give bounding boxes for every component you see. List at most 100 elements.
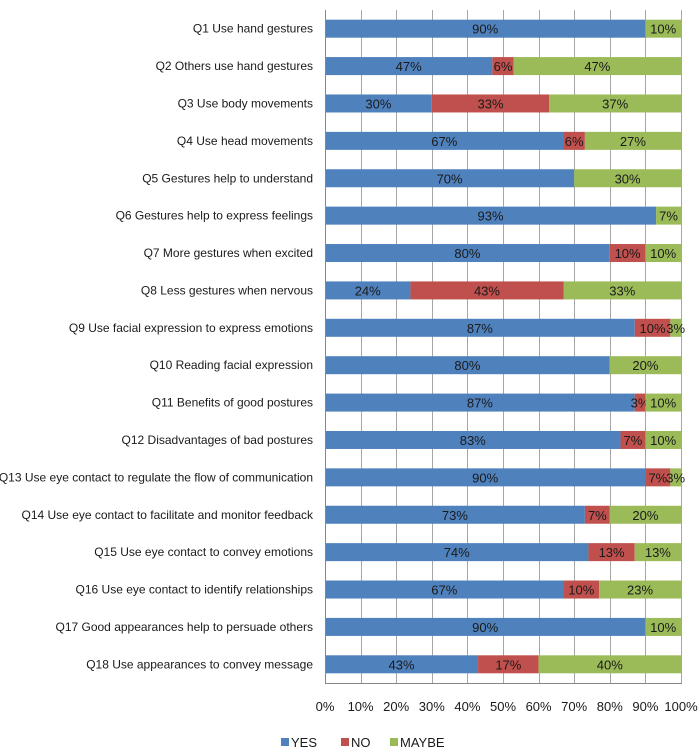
category-label: Q8 Less gestures when nervous — [141, 283, 313, 297]
data-label: 40% — [597, 657, 623, 672]
bar-yes — [325, 281, 411, 300]
category-label: Q15 Use eye contact to convey emotions — [94, 545, 313, 559]
data-label: 10% — [640, 321, 666, 336]
category-label: Q7 More gestures when excited — [144, 246, 313, 260]
category-label: Q6 Gestures help to express feelings — [116, 209, 313, 223]
data-label: 7% — [624, 433, 643, 448]
data-label: 30% — [365, 96, 391, 111]
category-label: Q17 Good appearances help to persuade ot… — [55, 620, 313, 634]
data-label: 74% — [444, 545, 470, 560]
bar-maybe — [645, 430, 681, 449]
data-label: 20% — [632, 358, 658, 373]
x-tick-label: 80% — [597, 699, 623, 714]
data-label: 7% — [659, 209, 678, 224]
data-label: 3% — [666, 470, 685, 485]
bar-no — [492, 57, 514, 76]
data-label: 13% — [645, 545, 671, 560]
data-label: 37% — [602, 96, 628, 111]
bar-yes — [325, 505, 585, 524]
data-label: 33% — [609, 283, 635, 298]
bar-maybe — [563, 281, 681, 300]
data-label: 80% — [454, 246, 480, 261]
data-label: 87% — [467, 396, 493, 411]
bar-yes — [325, 655, 479, 674]
category-label: Q5 Gestures help to understand — [142, 171, 313, 185]
bar-yes — [325, 19, 646, 38]
bar-no — [588, 543, 635, 562]
data-label: 33% — [478, 96, 504, 111]
bar-maybe — [584, 131, 681, 150]
bar-maybe — [599, 580, 681, 599]
bar-yes — [325, 617, 646, 636]
x-tick-label: 90% — [632, 699, 658, 714]
bar-maybe — [538, 655, 681, 674]
legend-swatch-maybe — [390, 738, 398, 746]
category-label: Q14 Use eye contact to facilitate and mo… — [22, 508, 314, 522]
legend-label-maybe: MAYBE — [400, 735, 445, 750]
data-label: 43% — [474, 283, 500, 298]
bar-yes — [325, 57, 493, 76]
bar-no — [563, 580, 600, 599]
data-label: 43% — [389, 657, 415, 672]
bar-maybe — [645, 19, 681, 38]
data-label: 90% — [472, 620, 498, 635]
data-label: 23% — [627, 583, 653, 598]
x-tick-label: 70% — [561, 699, 587, 714]
category-label: Q16 Use eye contact to identify relation… — [76, 583, 313, 597]
x-tick-label: 40% — [454, 699, 480, 714]
bar-maybe — [645, 617, 681, 636]
category-label: Q1 Use hand gestures — [193, 22, 313, 36]
bar-yes — [325, 206, 657, 225]
legend: YES NO MAYBE — [281, 735, 445, 750]
category-label: Q2 Others use hand gestures — [156, 59, 313, 73]
bar-yes — [325, 94, 432, 113]
category-label: Q10 Reading facial expression — [150, 358, 313, 372]
bar-no — [645, 468, 671, 487]
category-label: Q18 Use appearances to convey message — [86, 657, 313, 671]
category-label: Q11 Benefits of good postures — [152, 396, 313, 410]
data-label: 87% — [467, 321, 493, 336]
axes — [325, 10, 682, 684]
data-label: 6% — [565, 134, 584, 149]
bar-no — [584, 505, 610, 524]
bar-maybe — [645, 393, 681, 412]
bar-maybe — [645, 244, 681, 263]
data-label: 73% — [442, 508, 468, 523]
data-label: 17% — [495, 657, 521, 672]
bar-yes — [325, 169, 575, 188]
data-label: 80% — [454, 358, 480, 373]
bar-maybe — [670, 468, 681, 487]
data-label: 3% — [666, 321, 685, 336]
bar-yes — [325, 543, 589, 562]
data-label: 10% — [650, 433, 676, 448]
x-tick-label: 50% — [490, 699, 516, 714]
category-label: Q3 Use body movements — [178, 96, 313, 110]
category-label: Q9 Use facial expression to express emot… — [69, 321, 313, 335]
bar-maybe — [513, 57, 681, 76]
x-tick-label: 10% — [348, 699, 374, 714]
bar-yes — [325, 131, 564, 150]
data-label: 7% — [588, 508, 607, 523]
x-tick-label: 20% — [383, 699, 409, 714]
data-label: 10% — [650, 246, 676, 261]
data-label: 10% — [650, 22, 676, 37]
legend-swatch-yes — [281, 738, 289, 746]
data-label: 90% — [472, 22, 498, 37]
data-label: 30% — [615, 171, 641, 186]
bar-maybe — [609, 356, 681, 375]
legend-swatch-no — [341, 738, 349, 746]
bar-yes — [325, 318, 635, 337]
bar-no — [620, 430, 646, 449]
category-labels: Q1 Use hand gestures Q2 Others use hand g… — [0, 22, 314, 672]
legend-label-no: NO — [351, 735, 371, 750]
data-label: 93% — [478, 209, 504, 224]
bar-maybe — [656, 206, 681, 225]
data-label: 10% — [568, 583, 594, 598]
data-label: 3% — [631, 396, 650, 411]
bar-yes — [325, 393, 635, 412]
gridlines — [325, 10, 682, 683]
bar-maybe — [609, 505, 681, 524]
x-tick-label: 0% — [316, 699, 335, 714]
bar-maybe — [670, 318, 681, 337]
bar-maybe — [574, 169, 681, 188]
